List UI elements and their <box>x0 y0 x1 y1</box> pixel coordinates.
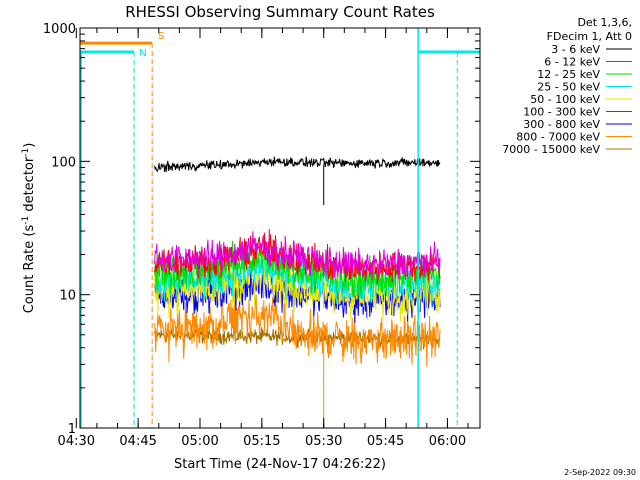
series-line-3-6keV <box>154 156 441 173</box>
y-axis-label-sup: -1 <box>21 216 31 225</box>
series-line-800-7000keV <box>154 294 441 367</box>
legend-header-2: FDecim 1, Att 0 <box>547 30 632 43</box>
x-tick-label: 05:00 <box>181 434 218 449</box>
legend-entry-label: 800 - 7000 keV <box>516 131 600 144</box>
legend-entry-label: 12 - 25 keV <box>537 68 600 81</box>
legend-entry-label: 100 - 300 keV <box>523 106 600 119</box>
s-flag-label: S <box>158 31 164 42</box>
x-tick-label: 06:00 <box>429 434 466 449</box>
y-axis-label-mid: detector <box>22 156 37 216</box>
legend-header-1: Det 1,3,6, <box>577 16 632 29</box>
series-line-100-300keV <box>154 232 441 285</box>
series-layer <box>154 156 441 428</box>
y-axis-label-end: ) <box>22 143 37 148</box>
x-axis-label: Start Time (24-Nov-17 04:26:22) <box>174 457 386 472</box>
y-tick-label: 100 <box>51 155 76 170</box>
legend-entry-label: 7000 - 15000 keV <box>502 143 600 156</box>
y-axis-label-start: Count Rate (s <box>22 225 37 314</box>
y-tick-label: 10 <box>59 289 76 304</box>
x-tick-label: 04:45 <box>119 434 156 449</box>
x-tick-label: 04:30 <box>58 434 95 449</box>
annotation-layer: NS <box>80 28 480 428</box>
y-tick-label: 1 <box>68 422 76 437</box>
x-tick-label: 05:45 <box>367 434 404 449</box>
legend-entry-label: 3 - 6 keV <box>551 43 600 56</box>
legend-entry-label: 50 - 100 keV <box>530 93 600 106</box>
x-tick-label: 05:30 <box>305 434 342 449</box>
x-axis-ticks: 04:30 04:45 05:00 05:15 05:30 05:45 06:00 <box>58 28 469 449</box>
legend-entry-label: 25 - 50 keV <box>537 81 600 94</box>
y-axis-label: Count Rate (s-1 detector-1) <box>21 143 37 314</box>
y-axis-ticks: 1 10 100 1000 <box>43 22 480 437</box>
n-flag-label: N <box>139 48 146 59</box>
y-axis-label-sup2: -1 <box>21 148 31 157</box>
series-line-6-12keV <box>154 228 441 280</box>
plot-frame <box>79 27 481 429</box>
series-line-50-100keV <box>154 255 441 322</box>
legend-entry-label: 6 - 12 keV <box>544 56 600 69</box>
y-tick-label: 1000 <box>43 22 76 37</box>
x-tick-label: 05:15 <box>243 434 280 449</box>
chart-title: RHESSI Observing Summary Count Rates <box>125 3 435 21</box>
legend-entry-label: 300 - 800 keV <box>523 118 600 131</box>
footer-date: 2-Sep-2022 09:30 <box>564 468 636 477</box>
